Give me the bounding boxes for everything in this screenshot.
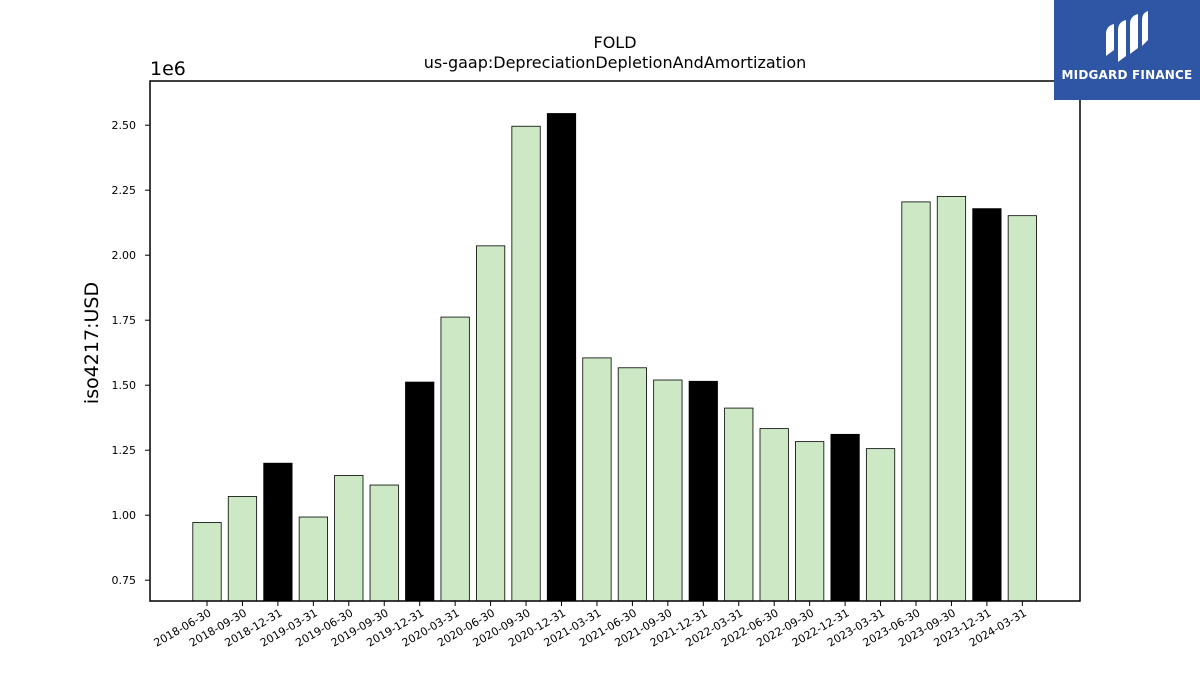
y-axis-ticks: 0.75 1.00 1.25 1.50 1.75 2.00 2.25 2.50 [112, 119, 150, 587]
midgard-finance-logo: MIDGARD FINANCE [1054, 0, 1200, 100]
y-tick-label: 2.00 [112, 249, 137, 262]
bar-2022-03-31 [724, 407, 754, 602]
y-tick-label: 1.75 [112, 314, 137, 327]
bars-group [192, 113, 1037, 602]
plot-frame [149, 80, 1081, 602]
y-tick-label: 0.75 [112, 574, 137, 587]
bar-2018-06-30 [192, 522, 222, 602]
y-scale-label: 1e6 [150, 58, 186, 80]
bar-2023-09-30 [936, 196, 967, 602]
bar-2024-03-31 [1007, 215, 1037, 602]
bar-2021-12-31 [688, 380, 718, 602]
chart-title: FOLD [593, 33, 636, 52]
bar-2021-06-30 [617, 367, 648, 602]
bar-2021-03-31 [582, 357, 612, 602]
bar-2018-12-31 [263, 462, 293, 602]
y-tick-label: 1.50 [112, 379, 137, 392]
bar-2019-09-30 [369, 484, 399, 602]
logo-mark-icon [1106, 11, 1148, 62]
bar-2019-12-31 [405, 381, 435, 602]
bar-2022-06-30 [759, 428, 789, 602]
bar-2023-06-30 [901, 201, 931, 602]
bar-2020-03-31 [440, 316, 470, 602]
bar-2018-09-30 [227, 496, 258, 602]
chart-subtitle: us-gaap:DepreciationDepletionAndAmortiza… [424, 53, 807, 72]
y-tick-label: 1.00 [112, 509, 137, 522]
bar-2019-03-31 [298, 516, 328, 602]
bar-2020-12-31 [546, 113, 577, 602]
bar-2019-06-30 [334, 475, 364, 602]
bar-2022-12-31 [830, 433, 860, 602]
logo-text: MIDGARD FINANCE [1061, 68, 1193, 82]
y-tick-label: 2.25 [112, 184, 137, 197]
bar-2020-09-30 [511, 125, 541, 602]
bar-2023-12-31 [972, 208, 1002, 602]
y-tick-label: 2.50 [112, 119, 137, 132]
x-axis-ticks: 2018-06-302018-09-302018-12-312019-03-31… [152, 601, 1029, 650]
bar-2023-03-31 [865, 448, 896, 602]
y-axis-label: iso4217:USD [81, 282, 103, 404]
y-tick-label: 1.25 [112, 444, 137, 457]
bar-2021-09-30 [653, 379, 683, 602]
bar-2022-09-30 [795, 441, 825, 602]
bar-2020-06-30 [475, 245, 506, 602]
